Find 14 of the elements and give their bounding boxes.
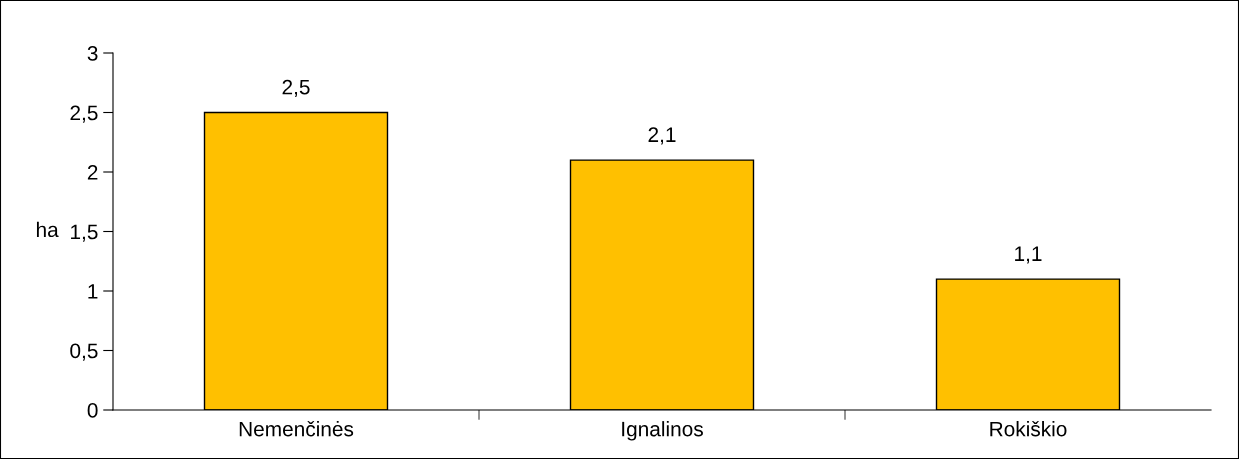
y-tick-label: 0,5 — [70, 343, 98, 361]
y-tick-label: 2,5 — [70, 105, 98, 123]
y-tick-label: 1 — [88, 284, 98, 299]
y-tick-label: 1,5 — [71, 224, 98, 242]
x-tick-label: Nemenčinės — [239, 421, 354, 437]
x-tick-label: Rokiškio — [990, 421, 1067, 437]
data-label: 1,1 — [1015, 246, 1042, 264]
y-axis-title: ha — [36, 221, 59, 238]
data-label: 2,5 — [282, 79, 310, 97]
x-tick-label: Ignalinos — [622, 421, 703, 441]
data-label: 2,1 — [648, 127, 676, 145]
y-tick-label: 3 — [87, 46, 98, 61]
y-tick-label: 0 — [87, 403, 98, 418]
y-tick-label: 2 — [87, 165, 98, 180]
